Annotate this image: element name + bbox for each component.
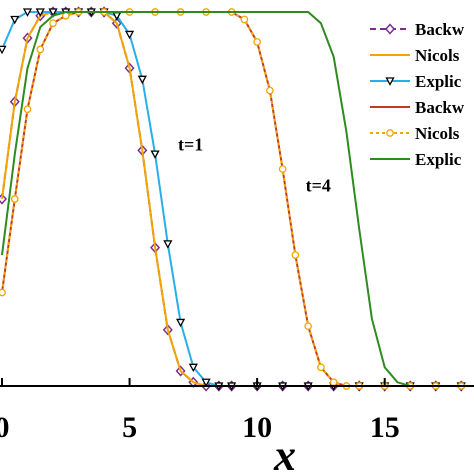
legend-label: Backw xyxy=(415,98,465,117)
legend-entry: Nicols xyxy=(370,46,460,65)
series-5-marker xyxy=(253,38,261,46)
series-3-marker xyxy=(10,15,20,25)
series-3-marker xyxy=(188,363,198,373)
series-5-marker xyxy=(49,19,57,28)
x-tick-label: 15 xyxy=(370,411,400,444)
series-5-marker xyxy=(36,45,45,54)
legend-marker xyxy=(386,129,394,137)
series-5-marker xyxy=(304,322,313,331)
legend-entry: Explic xyxy=(370,72,462,91)
series-6 xyxy=(1,11,462,387)
series-5-marker xyxy=(278,165,287,173)
legend-label: Nicols xyxy=(415,46,460,65)
series-3-marker xyxy=(124,30,135,40)
legend-box xyxy=(366,12,474,184)
legend-entry: Nicols xyxy=(370,124,460,143)
series-3-marker xyxy=(176,318,186,328)
legend-entry: Explic xyxy=(370,150,462,169)
series-3-marker xyxy=(0,45,7,55)
series-5-marker xyxy=(10,195,19,203)
series-3-marker xyxy=(201,378,211,388)
x-tick-label: 10 xyxy=(242,411,272,444)
legend: Backw Nicols Explic Backw Nicols Explic xyxy=(366,12,474,184)
x-axis-label: x xyxy=(273,431,296,474)
series-5-marker xyxy=(0,288,6,297)
series-3-marker xyxy=(163,240,173,249)
curve-time-annotation: t=4 xyxy=(306,176,331,196)
series-3-marker xyxy=(150,150,160,159)
series-5-marker xyxy=(317,363,325,372)
legend-label: Explic xyxy=(415,150,462,169)
series-5-marker xyxy=(266,86,274,95)
legend-label: Explic xyxy=(415,72,462,91)
series-5-marker xyxy=(329,378,338,387)
x-axis: 0 5 10 15 xyxy=(0,378,474,444)
legend-entry: Backw xyxy=(370,98,465,117)
curve-time-annotation: t=1 xyxy=(178,134,203,154)
series-3-marker xyxy=(48,8,58,17)
legend-marker xyxy=(384,23,396,35)
series-6-line xyxy=(1,11,462,387)
series-5-marker xyxy=(23,105,32,114)
legend-label: Nicols xyxy=(415,124,460,143)
series-3-marker xyxy=(35,8,45,17)
series-5-marker xyxy=(291,251,300,259)
series-3-marker xyxy=(22,8,33,17)
annotations: t=1 t=4 xyxy=(178,134,331,195)
legend-entry: Backw xyxy=(370,20,465,39)
x-tick-label: 0 xyxy=(0,411,10,444)
legend-marker xyxy=(385,77,395,86)
x-tick-label: 5 xyxy=(122,411,137,444)
series-5-marker xyxy=(240,15,249,24)
legend-label: Backw xyxy=(415,20,465,39)
series-3-marker xyxy=(137,75,147,85)
